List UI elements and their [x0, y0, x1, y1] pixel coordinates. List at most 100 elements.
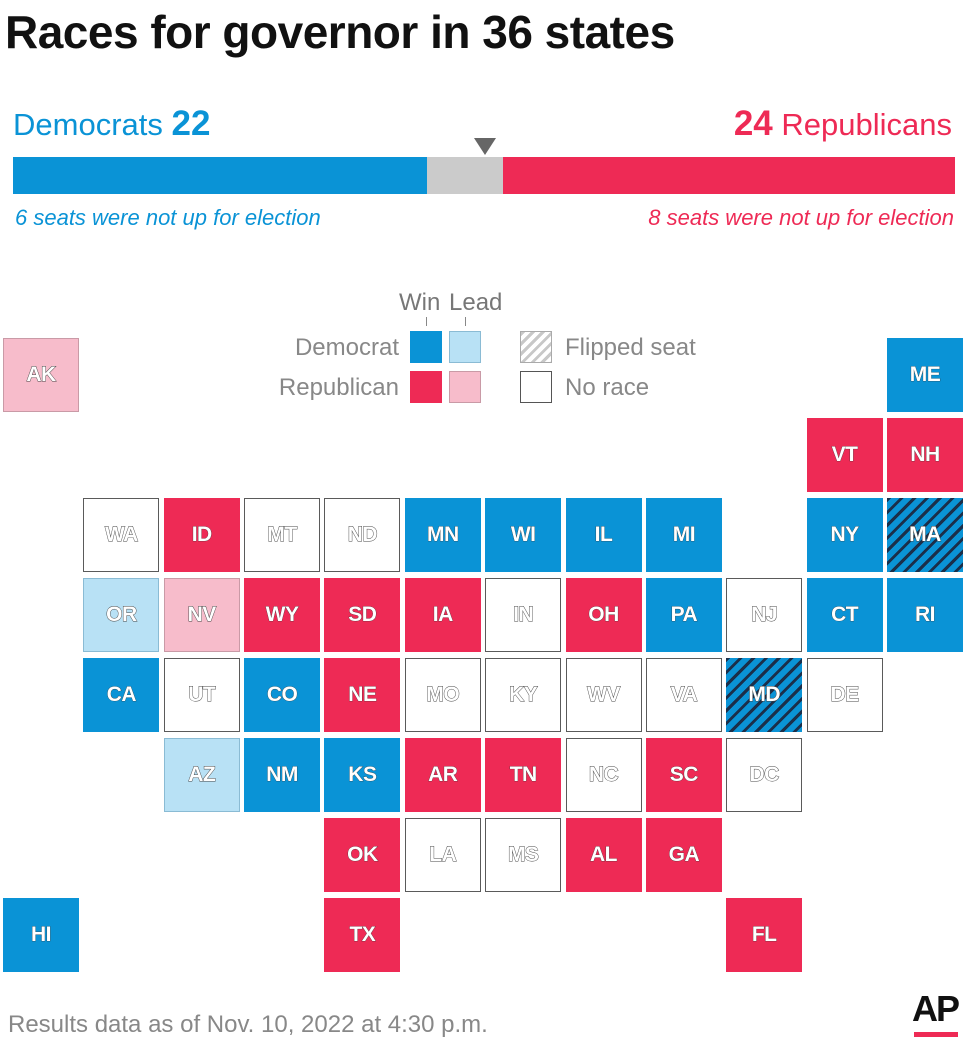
democrats-count: 22 [171, 104, 211, 143]
state-tile-or[interactable]: OR [83, 578, 160, 652]
state-tile-mo[interactable]: MO [404, 658, 481, 732]
state-tile-nh[interactable]: NH [887, 418, 963, 492]
legend-win-header: Win [399, 289, 441, 316]
legend-lead-tick [465, 317, 466, 326]
state-abbr-label: SD [348, 603, 377, 627]
legend-republican-label: Republican [278, 374, 399, 401]
legend-dem-win-swatch [410, 331, 442, 363]
state-abbr-label: UT [188, 683, 216, 707]
republicans-label: Republicans [781, 107, 952, 142]
state-abbr-label: MT [267, 523, 298, 547]
state-tile-mn[interactable]: MN [404, 498, 481, 572]
state-tile-nm[interactable]: NM [244, 738, 321, 812]
state-abbr-label: DC [749, 763, 780, 787]
state-tile-me[interactable]: ME [887, 338, 963, 412]
state-abbr-label: CO [266, 683, 299, 707]
state-tile-il[interactable]: IL [565, 498, 642, 572]
state-abbr-label: ID [191, 523, 212, 547]
legend-democrat-label: Democrat [294, 334, 399, 361]
state-tile-co[interactable]: CO [244, 658, 321, 732]
state-tile-id[interactable]: ID [163, 498, 240, 572]
state-tile-hi[interactable]: HI [3, 898, 79, 972]
data-timestamp: Results data as of Nov. 10, 2022 at 4:30… [8, 1011, 488, 1038]
state-abbr-label: AZ [188, 763, 216, 787]
state-abbr-label: AR [428, 763, 458, 787]
state-tile-ok[interactable]: OK [324, 818, 401, 892]
state-abbr-label: OH [588, 603, 620, 627]
state-abbr-label: WA [104, 523, 139, 547]
republicans-count: 24 [733, 104, 773, 143]
state-tile-va[interactable]: VA [645, 658, 722, 732]
state-tile-az[interactable]: AZ [163, 738, 240, 812]
state-abbr-label: NY [830, 523, 859, 547]
state-tile-nc[interactable]: NC [565, 738, 642, 812]
legend-flipped-swatch [520, 331, 552, 363]
state-tile-ks[interactable]: KS [324, 738, 401, 812]
state-tile-wy[interactable]: WY [244, 578, 321, 652]
state-abbr-label: VA [670, 683, 698, 707]
state-tile-nv[interactable]: NV [163, 578, 240, 652]
state-tile-oh[interactable]: OH [565, 578, 642, 652]
state-tile-al[interactable]: AL [565, 818, 642, 892]
state-tile-la[interactable]: LA [404, 818, 481, 892]
dem-not-up-note: 6 seats were not up for election [15, 205, 321, 230]
state-tile-in[interactable]: IN [485, 578, 562, 652]
state-abbr-label: NH [910, 443, 940, 467]
state-tile-sc[interactable]: SC [645, 738, 722, 812]
state-tile-nj[interactable]: NJ [726, 578, 803, 652]
state-abbr-label: MI [672, 523, 696, 547]
state-abbr-label: TN [509, 763, 537, 787]
state-abbr-label: WY [265, 603, 299, 627]
state-tile-wi[interactable]: WI [485, 498, 562, 572]
state-abbr-label: MA [909, 523, 942, 547]
rep-not-up-note: 8 seats were not up for election [648, 205, 954, 230]
state-tile-ut[interactable]: UT [163, 658, 240, 732]
state-tile-wa[interactable]: WA [83, 498, 160, 572]
state-tile-ms[interactable]: MS [485, 818, 562, 892]
state-abbr-label: AL [590, 843, 618, 867]
state-tile-vt[interactable]: VT [806, 418, 883, 492]
state-tile-ma[interactable]: MA [887, 498, 963, 572]
state-tile-ia[interactable]: IA [404, 578, 481, 652]
state-tile-sd[interactable]: SD [324, 578, 401, 652]
state-tile-ri[interactable]: RI [887, 578, 963, 652]
legend-flipped-label: Flipped seat [565, 334, 696, 361]
state-abbr-label: ND [347, 523, 378, 547]
state-tile-md[interactable]: MD [726, 658, 803, 732]
legend-dem-lead-swatch [449, 331, 481, 363]
state-abbr-label: CA [106, 683, 137, 707]
state-tile-de[interactable]: DE [806, 658, 883, 732]
state-tile-ak[interactable]: AK [3, 338, 79, 412]
state-tile-tx[interactable]: TX [324, 898, 401, 972]
state-tile-nd[interactable]: ND [324, 498, 401, 572]
state-abbr-label: MN [426, 523, 460, 547]
state-abbr-label: AK [26, 363, 57, 387]
state-tile-pa[interactable]: PA [645, 578, 722, 652]
state-abbr-label: NM [266, 763, 299, 787]
state-tile-wv[interactable]: WV [565, 658, 642, 732]
state-tile-mt[interactable]: MT [244, 498, 321, 572]
state-abbr-label: ME [909, 363, 941, 387]
state-tile-ca[interactable]: CA [83, 658, 160, 732]
ap-logo: AP [912, 990, 960, 1040]
state-tile-tn[interactable]: TN [485, 738, 562, 812]
state-tile-ct[interactable]: CT [806, 578, 883, 652]
majority-marker-icon [474, 138, 496, 155]
state-abbr-label: NV [187, 603, 217, 627]
state-tile-ne[interactable]: NE [324, 658, 401, 732]
state-tile-ga[interactable]: GA [645, 818, 722, 892]
state-tile-fl[interactable]: FL [726, 898, 803, 972]
state-tile-ky[interactable]: KY [485, 658, 562, 732]
legend-win-tick [426, 317, 427, 326]
state-abbr-label: GA [668, 843, 700, 867]
legend-rep-lead-swatch [449, 371, 481, 403]
state-tile-ar[interactable]: AR [404, 738, 481, 812]
republicans-total: 24 Republicans [734, 104, 952, 145]
legend-lead-header: Lead [449, 289, 503, 316]
page-title: Races for governor in 36 states [5, 6, 675, 58]
state-tile-mi[interactable]: MI [645, 498, 722, 572]
state-tile-ny[interactable]: NY [806, 498, 883, 572]
state-tile-dc[interactable]: DC [726, 738, 803, 812]
state-abbr-label: MS [507, 843, 539, 867]
democrats-total: Democrats 22 [13, 104, 210, 145]
